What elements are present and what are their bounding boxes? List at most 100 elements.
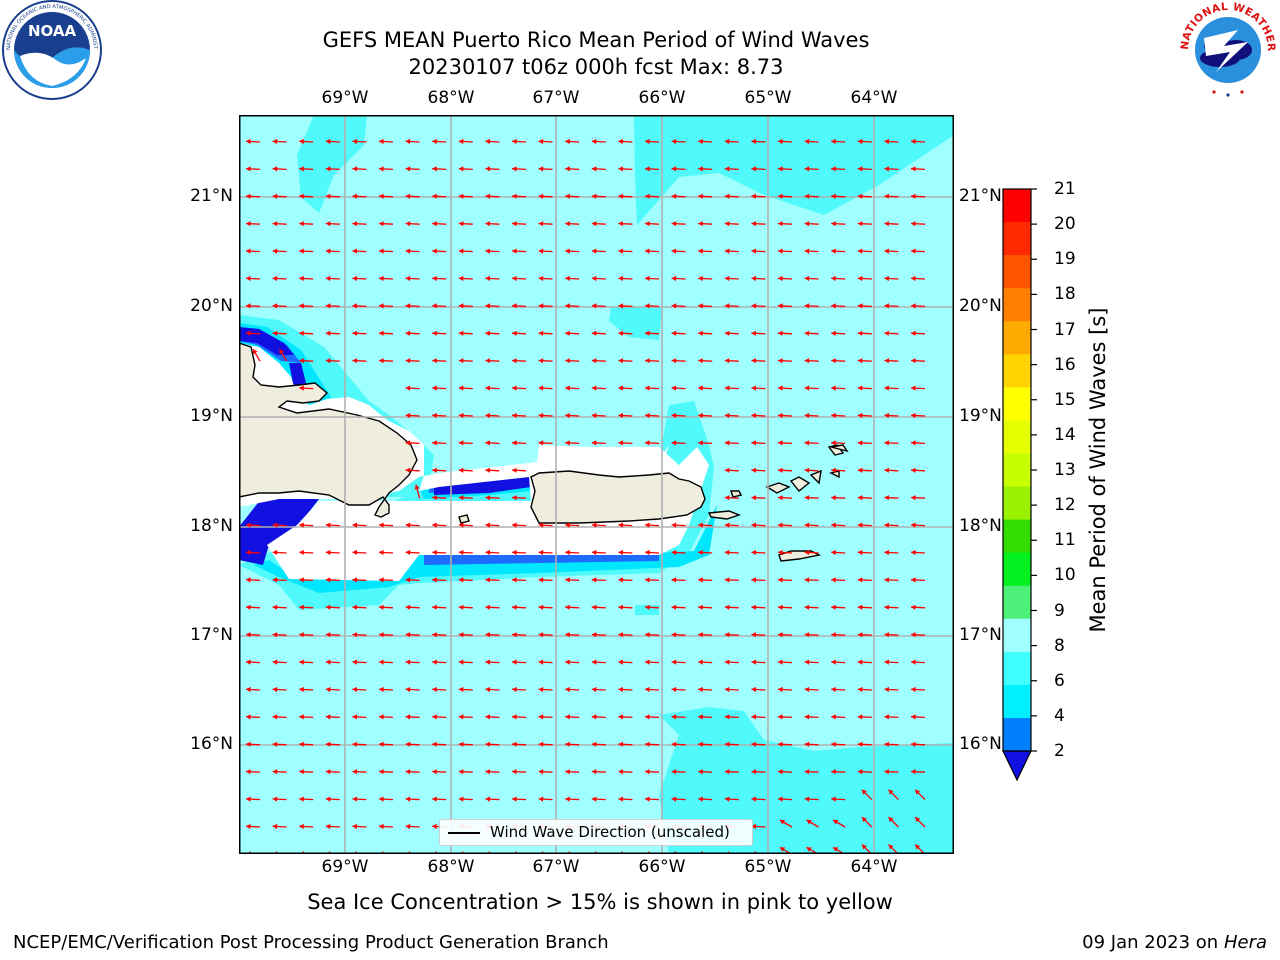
wave-direction-arrow: [378, 769, 394, 775]
wave-direction-arrow: [485, 796, 500, 802]
wave-direction-arrow: [804, 193, 819, 199]
wave-direction-arrow: [888, 789, 899, 801]
wind-wave-arrows: [245, 138, 926, 854]
colorbar-bin: [1003, 684, 1031, 719]
wave-direction-arrow: [511, 604, 527, 610]
wave-direction-arrow: [751, 412, 766, 419]
wave-direction-arrow: [671, 385, 686, 391]
wave-direction-arrow: [861, 816, 873, 828]
wave-direction-arrow: [698, 440, 713, 446]
map-title-line1: GEFS MEAN Puerto Rico Mean Period of Win…: [322, 28, 870, 52]
wave-direction-arrow: [751, 275, 766, 282]
wave-direction-arrow: [831, 138, 846, 145]
wave-direction-arrow: [671, 330, 686, 336]
wave-direction-arrow: [538, 303, 553, 309]
wave-direction-arrow: [511, 248, 527, 254]
wave-direction-arrow: [378, 686, 394, 693]
wave-direction-arrow: [888, 816, 899, 828]
wave-direction-arrow: [777, 385, 793, 391]
wave-direction-arrow: [405, 769, 420, 775]
wave-direction-arrow: [538, 604, 553, 610]
colorbar-label: 16: [1054, 354, 1076, 375]
wave-direction-arrow: [325, 769, 340, 775]
wave-direction-arrow: [485, 275, 500, 282]
lat-tick-left: 20°N: [190, 296, 233, 316]
wave-direction-arrow: [432, 769, 447, 775]
wave-direction-arrow: [245, 275, 261, 282]
wave-direction-arrow: [831, 303, 846, 309]
wave-direction-arrow: [644, 275, 660, 282]
wave-direction-arrow: [724, 138, 739, 145]
colorbar-bin: [1003, 189, 1031, 223]
wave-direction-arrow: [299, 769, 314, 775]
wave-direction-arrow: [485, 440, 500, 446]
wave-direction-arrow: [432, 166, 447, 172]
wave-direction-arrow: [831, 741, 846, 747]
wave-direction-arrow: [325, 275, 340, 282]
wave-direction-arrow: [432, 522, 447, 528]
wave-direction-arrow: [857, 330, 872, 336]
wave-direction-arrow: [804, 604, 819, 610]
wave-direction-arrow: [804, 358, 819, 364]
wave-direction-arrow: [618, 275, 633, 282]
wave-direction-arrow: [458, 385, 473, 391]
colorbar-bin: [1003, 519, 1031, 554]
map-legend: Wind Wave Direction (unscaled): [439, 819, 753, 846]
wave-direction-arrow: [751, 522, 766, 528]
wave-direction-arrow: [272, 193, 287, 199]
wave-direction-arrow: [644, 659, 660, 665]
wave-direction-arrow: [618, 577, 633, 583]
wave-direction-arrow: [352, 823, 367, 830]
wave-direction-arrow: [458, 138, 473, 145]
wave-direction-arrow: [378, 659, 394, 665]
wave-direction-arrow: [884, 714, 899, 720]
puerto-rico: [530, 470, 706, 524]
wave-direction-arrow: [458, 248, 473, 254]
wave-direction-arrow: [644, 604, 660, 610]
wave-direction-arrow: [352, 577, 367, 583]
wave-direction-arrow: [245, 604, 261, 610]
wave-direction-arrow: [485, 138, 500, 145]
wave-direction-arrow: [910, 632, 926, 638]
wave-direction-arrow: [325, 604, 340, 610]
wave-direction-arrow: [591, 549, 606, 556]
wave-direction-arrow: [857, 193, 872, 199]
wave-direction-arrow: [671, 221, 686, 227]
wave-direction-arrow: [511, 330, 527, 336]
wave-direction-arrow: [618, 138, 633, 145]
wave-direction-arrow: [618, 769, 633, 775]
wave-direction-arrow: [779, 819, 793, 828]
colorbar-label: 14: [1054, 424, 1076, 445]
wave-direction-arrow: [591, 166, 606, 172]
wave-direction-arrow: [777, 577, 793, 583]
wave-direction-arrow: [644, 138, 660, 145]
wave-direction-arrow: [698, 632, 713, 638]
wave-direction-arrow: [804, 522, 819, 528]
wave-direction-arrow: [538, 686, 553, 693]
wave-direction-arrow: [432, 659, 447, 665]
wave-direction-arrow: [325, 659, 340, 665]
wave-direction-arrow: [245, 166, 261, 172]
map-panel: [239, 115, 954, 854]
wave-direction-arrow: [405, 275, 420, 282]
wave-direction-arrow: [378, 741, 394, 747]
wave-direction-arrow: [511, 166, 527, 172]
wave-direction-arrow: [458, 522, 473, 528]
wave-direction-arrow: [857, 769, 872, 775]
wave-direction-arrow: [565, 248, 580, 254]
wave-direction-arrow: [432, 248, 447, 254]
wave-direction-arrow: [458, 412, 473, 419]
wave-direction-arrow: [831, 714, 846, 720]
wave-direction-arrow: [831, 796, 846, 802]
colorbar-label: 19: [1054, 249, 1076, 270]
lon-tick-top: 69°W: [321, 88, 369, 108]
lon-tick-bottom: 68°W: [427, 857, 475, 877]
wave-direction-arrow: [458, 275, 473, 282]
lat-tick-left: 18°N: [190, 516, 233, 536]
colorbar-label: 9: [1054, 600, 1065, 621]
colorbar-label: 21: [1054, 179, 1076, 199]
wave-direction-arrow: [352, 714, 367, 720]
wave-direction-arrow: [698, 549, 713, 556]
wave-direction-arrow: [405, 659, 420, 665]
wave-direction-arrow: [777, 741, 793, 747]
